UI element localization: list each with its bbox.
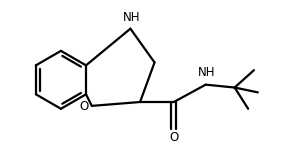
Text: NH: NH xyxy=(198,66,215,79)
Text: O: O xyxy=(80,100,89,113)
Text: NH: NH xyxy=(123,11,140,24)
Text: O: O xyxy=(169,131,178,144)
